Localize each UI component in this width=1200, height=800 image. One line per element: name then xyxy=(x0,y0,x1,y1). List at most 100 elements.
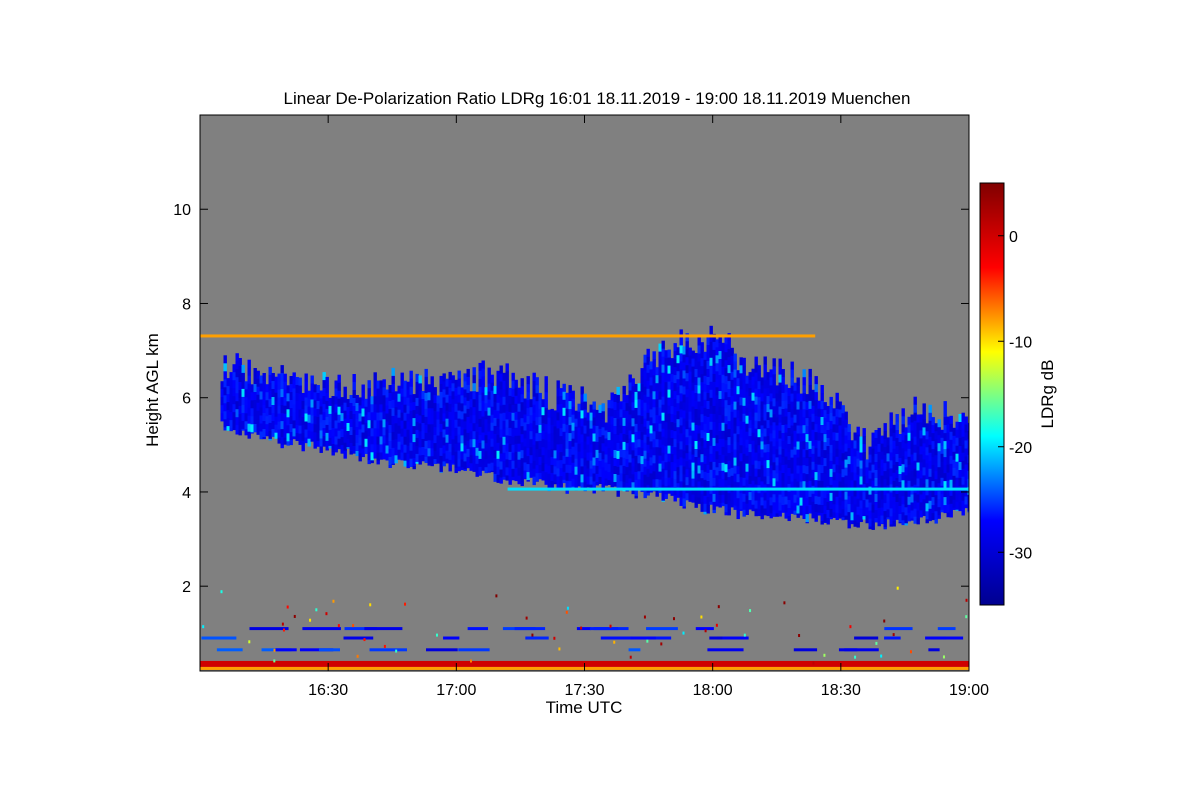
cloud-cell xyxy=(637,431,641,440)
cloud-cell xyxy=(304,373,308,382)
cloud-cell xyxy=(781,505,785,513)
cloud-cell xyxy=(697,377,701,386)
cloud-cell xyxy=(856,450,860,460)
cloud-cell xyxy=(472,375,476,384)
cloud-cell xyxy=(721,478,725,488)
cloud-cell xyxy=(262,381,266,390)
cloud-cell xyxy=(577,475,581,485)
cloud-cell xyxy=(913,404,917,414)
cloud-cell xyxy=(562,423,566,433)
cloud-cell xyxy=(787,476,791,485)
cloud-cell xyxy=(637,423,641,432)
cloud-cell xyxy=(373,444,377,453)
cloud-cell xyxy=(733,361,737,370)
cloud-cell xyxy=(661,412,665,422)
cloud-cell xyxy=(781,401,785,410)
cloud-cell xyxy=(496,418,500,428)
cloud-cell xyxy=(838,441,842,450)
clutter-speck xyxy=(629,655,632,659)
cloud-cell xyxy=(682,426,686,435)
cloud-cell xyxy=(775,441,779,450)
cloud-cell xyxy=(415,421,419,431)
cloud-cell xyxy=(253,392,257,401)
cloud-cell xyxy=(610,480,614,488)
cloud-cell xyxy=(682,378,686,387)
cloud-cell xyxy=(802,481,806,490)
cloud-cell xyxy=(721,398,725,408)
cloud-cell xyxy=(727,501,731,510)
cloud-cell xyxy=(754,356,758,365)
cloud-cell xyxy=(451,399,455,408)
cloud-cell xyxy=(778,398,782,407)
cloud-cell xyxy=(931,497,935,506)
cloud-cell xyxy=(784,400,788,409)
cloud-cell xyxy=(940,493,944,503)
cloud-cell xyxy=(268,374,272,384)
cloud-cell xyxy=(571,478,575,488)
cloud-cell xyxy=(820,401,824,410)
cloud-cell xyxy=(919,446,923,455)
cloud-cell xyxy=(403,436,407,446)
cloud-cell xyxy=(730,459,734,469)
cloud-cell xyxy=(892,424,896,434)
cloud-cell xyxy=(517,387,521,397)
cloud-cell xyxy=(451,375,455,384)
cloud-cell xyxy=(868,470,872,479)
cloud-cell xyxy=(472,367,476,376)
cloud-cell xyxy=(775,513,779,517)
cloud-cell xyxy=(715,483,719,492)
cloud-cell xyxy=(607,464,611,473)
cloud-cell xyxy=(385,445,389,454)
cloud-cell xyxy=(619,425,623,434)
cloud-cell xyxy=(418,383,422,392)
cloud-cell xyxy=(778,462,782,471)
cloud-cell xyxy=(685,373,689,382)
cloud-cell xyxy=(838,497,842,506)
cloud-cell xyxy=(463,397,467,406)
cloud-cell xyxy=(502,380,506,390)
cloud-cell xyxy=(553,458,557,467)
cloud-cell xyxy=(469,447,473,456)
cloud-cell xyxy=(481,416,485,425)
cloud-cell xyxy=(367,444,371,453)
cloud-cell xyxy=(844,411,848,420)
cloud-cell xyxy=(430,392,434,401)
cloud-cell xyxy=(640,368,644,377)
clutter-speck xyxy=(293,614,296,618)
cloud-cell xyxy=(289,392,293,401)
cloud-cell xyxy=(583,457,587,466)
cloud-cell xyxy=(697,441,701,450)
cloud-cell xyxy=(820,489,824,498)
cloud-cell xyxy=(907,432,911,442)
cloud-cell xyxy=(946,512,950,518)
cloud-cell xyxy=(520,410,524,419)
cloud-cell xyxy=(373,380,377,389)
cloud-cell xyxy=(532,428,536,438)
cloud-cell xyxy=(373,396,377,405)
cloud-cell xyxy=(628,390,632,399)
cloud-cell xyxy=(445,386,449,396)
cloud-cell xyxy=(610,456,614,465)
clutter-streak xyxy=(838,648,879,652)
cloud-cell xyxy=(619,401,623,410)
cloud-cell xyxy=(340,421,344,430)
cloud-cell xyxy=(739,445,743,454)
cloud-cell xyxy=(835,488,839,498)
cloud-cell xyxy=(457,426,461,435)
cloud-cell xyxy=(724,336,728,345)
cloud-cell xyxy=(535,409,539,418)
cloud-cell xyxy=(757,501,761,510)
cloud-cell xyxy=(373,404,377,413)
cloud-cell xyxy=(547,417,551,427)
cloud-cell xyxy=(478,426,482,436)
cloud-cell xyxy=(289,416,293,425)
cloud-cell xyxy=(775,481,779,490)
cloud-cell xyxy=(520,418,524,427)
cloud-cell xyxy=(829,444,833,454)
cloud-cell xyxy=(706,513,710,514)
cloud-cell xyxy=(580,394,584,403)
cloud-cell xyxy=(871,448,875,457)
cloud-cell xyxy=(391,375,395,385)
cloud-cell xyxy=(709,373,713,383)
cloud-cell xyxy=(619,441,623,450)
